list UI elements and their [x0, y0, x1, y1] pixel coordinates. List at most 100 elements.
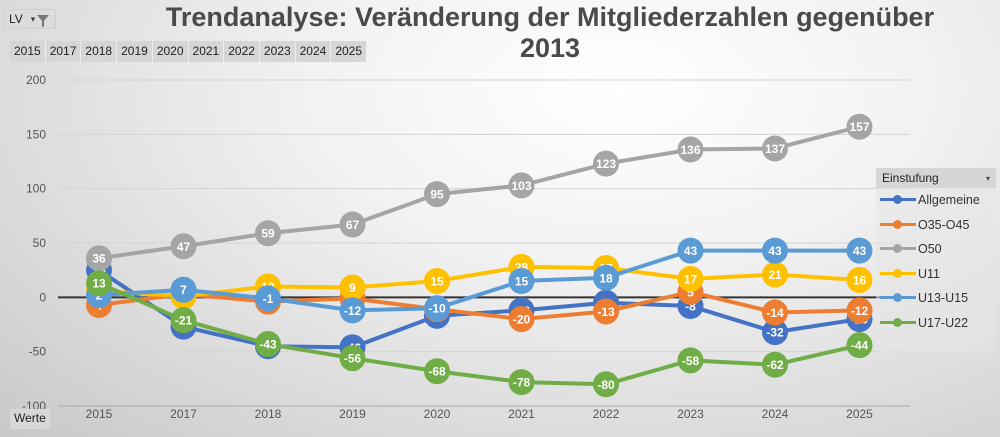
data-point[interactable] [846, 332, 873, 359]
data-point[interactable] [170, 233, 197, 260]
data-point[interactable] [762, 299, 788, 326]
data-label: 15 [430, 275, 444, 289]
series-line [98, 248, 860, 313]
year-slicer-item[interactable]: 2023 [259, 41, 296, 62]
data-label: -21 [175, 314, 193, 328]
values-field-button[interactable]: Werte [10, 409, 50, 429]
data-label: -43 [259, 338, 277, 352]
year-slicer-item[interactable]: 2019 [117, 41, 153, 62]
data-point[interactable] [593, 371, 619, 398]
data-point[interactable] [593, 298, 619, 325]
data-point[interactable] [677, 237, 704, 264]
data-label: 59 [261, 227, 275, 241]
data-point[interactable] [593, 264, 619, 291]
legend-item-allgemeine[interactable]: Allgemeine [876, 188, 996, 213]
legend-swatch-icon [880, 317, 916, 328]
data-label: 18 [599, 271, 613, 285]
data-point[interactable] [846, 113, 873, 140]
data-point[interactable] [508, 306, 535, 333]
data-label: -20 [513, 313, 531, 327]
data-label: 17 [684, 272, 698, 286]
y-tick-label: 150 [26, 127, 46, 141]
legend-label: O35-O45 [918, 217, 970, 232]
data-point[interactable] [339, 211, 366, 238]
data-point[interactable] [762, 351, 788, 378]
x-tick-label: 2022 [593, 407, 620, 421]
year-slicer-item[interactable]: 2020 [152, 41, 189, 62]
data-point[interactable] [86, 270, 112, 297]
data-point[interactable] [677, 265, 704, 292]
lv-filter-button[interactable]: LV ▾ [4, 9, 56, 29]
year-slicer-item[interactable]: 2022 [224, 41, 260, 62]
x-tick-label: 2020 [424, 407, 451, 421]
y-tick-label: -50 [29, 345, 47, 359]
data-label: 5 [687, 285, 694, 299]
legend-header[interactable]: Einstufung ▾ [876, 168, 996, 188]
legend-dropdown-icon[interactable]: ▾ [985, 174, 990, 183]
data-point[interactable] [170, 307, 197, 334]
data-point[interactable] [762, 319, 788, 346]
data-point[interactable] [339, 345, 366, 372]
data-point[interactable] [593, 150, 619, 177]
x-tick-label: 2019 [339, 407, 366, 421]
legend-label: U11 [918, 266, 941, 281]
year-slicer: 2015 2017 2018 2019 2020 2021 2022 2023 2024 2025 [10, 41, 368, 62]
x-tick-label: 2018 [255, 407, 282, 421]
legend-item-u11[interactable]: U11 [876, 262, 996, 287]
data-label: 43 [768, 244, 782, 258]
legend-item-u13-u15[interactable]: U13-U15 [876, 286, 996, 311]
year-slicer-item[interactable]: 2021 [188, 41, 225, 62]
data-point[interactable] [846, 266, 873, 293]
data-label: -68 [428, 365, 446, 379]
data-point[interactable] [508, 369, 535, 396]
data-point[interactable] [255, 331, 281, 358]
data-label: 136 [680, 143, 700, 157]
data-point[interactable] [677, 347, 704, 374]
data-label: -12 [851, 304, 869, 318]
legend-label: U17-U22 [918, 315, 969, 330]
data-point[interactable] [846, 237, 873, 264]
y-tick-label: 100 [26, 182, 46, 196]
data-point[interactable] [508, 268, 535, 295]
data-point[interactable] [762, 261, 788, 288]
data-point[interactable] [424, 295, 450, 322]
legend-title: Einstufung [882, 171, 939, 185]
legend-item-o35-o45[interactable]: O35-O45 [876, 213, 996, 238]
data-label: -14 [766, 306, 784, 320]
data-point[interactable] [86, 245, 112, 272]
filter-funnel-icon [37, 14, 50, 27]
data-label: 16 [853, 273, 867, 287]
year-slicer-item[interactable]: 2015 [10, 41, 46, 62]
legend-label: Allgemeine [918, 193, 980, 208]
year-slicer-item[interactable]: 2017 [45, 41, 82, 62]
data-label: 95 [430, 188, 444, 202]
year-slicer-item[interactable]: 2018 [81, 41, 118, 62]
legend-item-u17-u22[interactable]: U17-U22 [876, 311, 996, 336]
data-point[interactable] [170, 276, 197, 303]
data-point[interactable] [424, 268, 450, 295]
data-point[interactable] [424, 181, 450, 208]
series-line [98, 124, 860, 261]
data-point[interactable] [255, 285, 281, 312]
data-point[interactable] [762, 135, 788, 162]
data-point[interactable] [339, 274, 366, 301]
data-point[interactable] [339, 297, 366, 324]
series-line [98, 289, 860, 322]
data-label: 15 [515, 275, 529, 289]
x-tick-label: 2025 [846, 407, 873, 421]
year-slicer-item[interactable]: 2024 [295, 41, 332, 62]
data-point[interactable] [846, 297, 873, 324]
year-slicer-item[interactable]: 2025 [331, 41, 368, 62]
data-point[interactable] [762, 237, 788, 264]
data-point[interactable] [677, 136, 704, 163]
data-label: -1 [263, 292, 274, 306]
data-point[interactable] [508, 172, 535, 199]
legend-item-o50[interactable]: O50 [876, 237, 996, 262]
data-point[interactable] [424, 358, 450, 385]
data-label: 13 [92, 277, 106, 291]
y-tick-label: 50 [33, 236, 47, 250]
data-label: -12 [344, 304, 362, 318]
series-line [98, 264, 860, 299]
data-point[interactable] [255, 220, 281, 247]
